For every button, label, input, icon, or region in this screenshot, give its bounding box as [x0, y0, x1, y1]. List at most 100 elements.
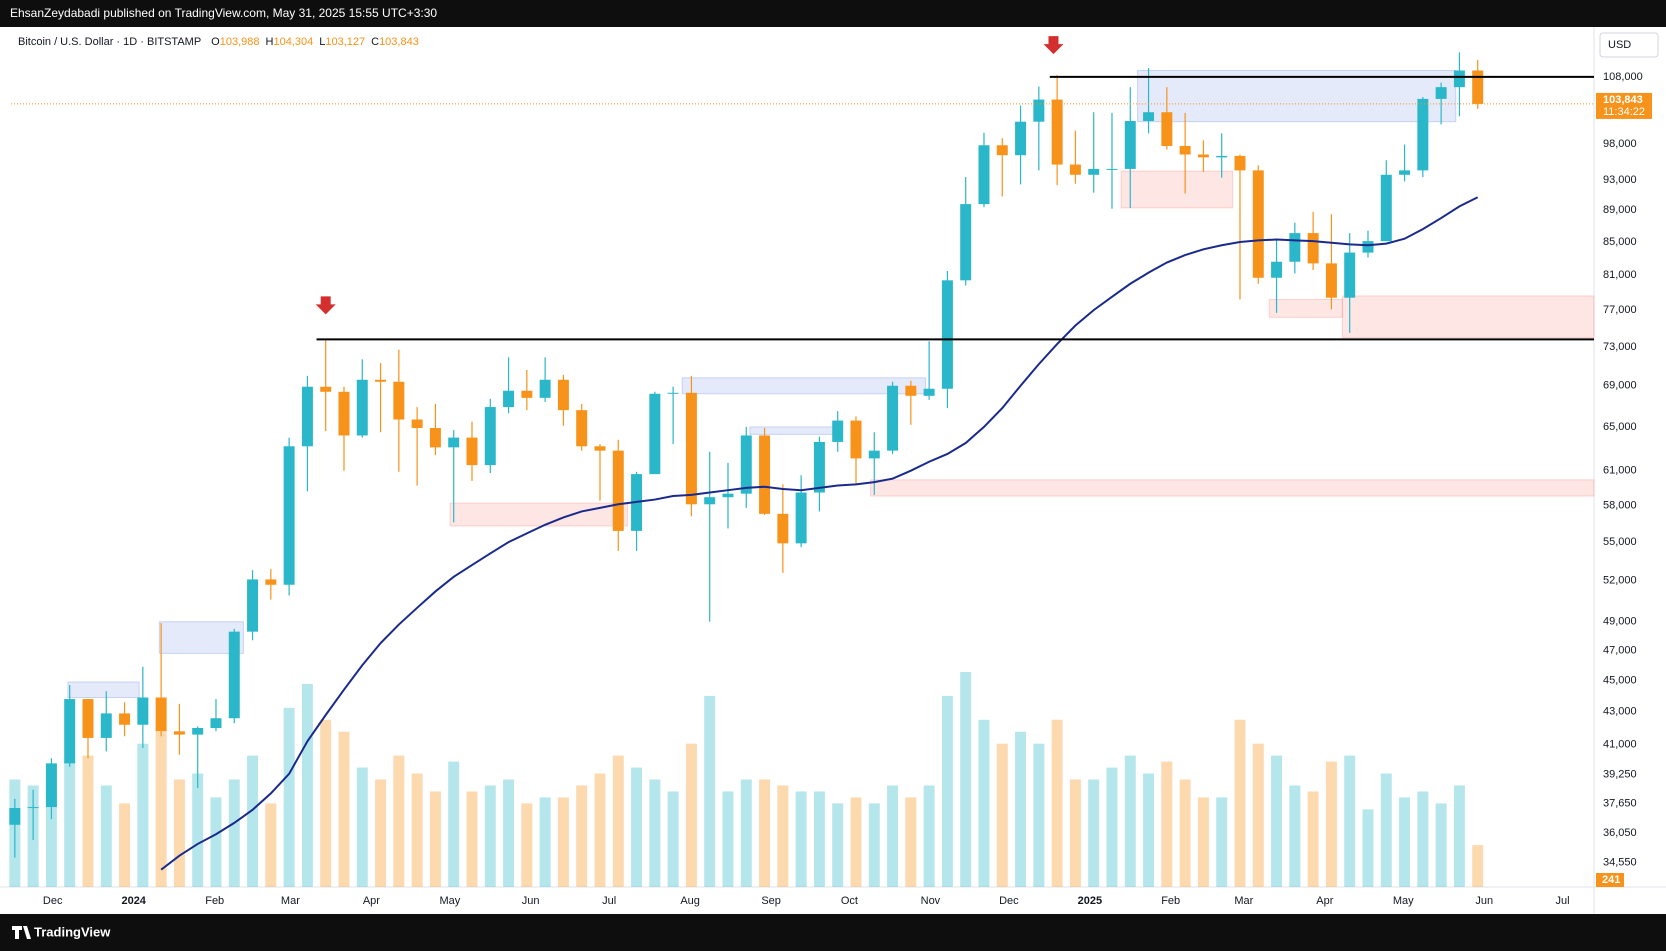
volume-bar [1197, 797, 1209, 887]
candle-body [283, 446, 295, 585]
x-tick-label: Jul [602, 895, 616, 907]
candle-body [832, 420, 844, 442]
ohlc-value: 103,843 [379, 36, 419, 48]
volume-bar [1472, 845, 1484, 887]
candle-body [649, 393, 661, 475]
y-tick-label: 61,000 [1603, 465, 1637, 477]
candle-body [576, 410, 588, 447]
publisher-line: EhsanZeydabadi published on TradingView.… [10, 6, 437, 20]
candle-body [320, 386, 332, 392]
volume-bar [173, 779, 185, 887]
volume-bar [301, 683, 313, 887]
symbol-header: Bitcoin / U.S. Dollar · 1D · BITSTAMP O 10… [18, 36, 419, 48]
x-tick-label: Mar [1234, 895, 1253, 907]
candle-body [887, 385, 899, 451]
candle-body [375, 379, 387, 382]
zone-supply [67, 681, 140, 699]
volume-bar [1143, 773, 1155, 887]
volume-bar [429, 791, 441, 887]
volume-bar [100, 785, 112, 887]
x-tick-label: Mar [281, 895, 300, 907]
candle-body [64, 699, 76, 764]
volume-bar [521, 803, 533, 887]
candle-body [192, 728, 204, 735]
last-price-box [1596, 92, 1652, 119]
y-tick-label: 37,650 [1603, 797, 1637, 809]
y-tick-label: 81,000 [1603, 269, 1637, 281]
moving-average [160, 196, 1479, 871]
volume-bar [119, 803, 131, 887]
volume-bar [612, 755, 624, 887]
volume-bar [1399, 797, 1411, 887]
volume-bar [978, 719, 990, 887]
volume-bar [247, 755, 259, 887]
bottom-bar [0, 914, 1666, 951]
candle-body [119, 713, 131, 725]
volume-bar [868, 803, 880, 887]
candle-body [850, 420, 862, 459]
x-tick-label: Oct [841, 895, 858, 907]
candle-body [1234, 155, 1246, 171]
volume-bar [667, 791, 679, 887]
candle-body [960, 204, 972, 281]
candle-body [1088, 168, 1100, 175]
volume-bar [375, 779, 387, 887]
volume-bar [503, 779, 515, 887]
candle-body [795, 492, 807, 544]
candle-body [1051, 99, 1063, 165]
volume-bar [1362, 809, 1374, 887]
candle-body [45, 763, 57, 808]
volume-bar [411, 773, 423, 887]
volume-bar [1307, 791, 1319, 887]
candle-body [173, 731, 185, 735]
currency: USD [1608, 39, 1631, 51]
x-tick-label: 2025 [1078, 895, 1102, 907]
candle-body [777, 513, 789, 544]
volume-bar [759, 779, 771, 887]
currency-box[interactable] [1599, 32, 1659, 58]
volume-bar [777, 785, 789, 887]
volume-bar [795, 791, 807, 887]
volume-bar [1088, 779, 1100, 887]
candle-body [1143, 112, 1155, 122]
x-tick-label: Feb [205, 895, 224, 907]
volume-bar [1453, 785, 1465, 887]
candle-body [594, 446, 606, 451]
x-tick-label: Apr [1316, 895, 1333, 907]
candle-body [1271, 261, 1283, 278]
volume-bar [210, 797, 222, 887]
volume-bar [832, 803, 844, 887]
volume-bar [82, 755, 94, 887]
candle-body [1289, 233, 1301, 262]
volume-bar [356, 767, 368, 887]
candle-body [1179, 145, 1191, 155]
volume-bar [1124, 755, 1136, 887]
volume-bar [192, 773, 204, 887]
candle-body [1015, 121, 1027, 156]
ohlc-value: 103,127 [325, 36, 365, 48]
symbol: Bitcoin / U.S. Dollar · 1D · BITSTAMP [18, 36, 201, 48]
volume-bar [631, 767, 643, 887]
x-tick-label: Feb [1161, 895, 1180, 907]
candle-body [667, 392, 679, 394]
candle-body [1472, 70, 1484, 104]
volume-bar [1216, 797, 1228, 887]
zone-demand [449, 502, 628, 527]
candle-body [996, 145, 1008, 156]
ohlc-key: O [211, 36, 220, 48]
y-tick-label: 45,000 [1603, 674, 1637, 686]
volume-bar [137, 743, 149, 887]
x-tick-label: Dec [43, 895, 63, 907]
candle-body [448, 437, 460, 448]
volume-bar [813, 791, 825, 887]
candle-body [9, 807, 21, 825]
volume-bar [448, 761, 460, 887]
y-tick-label: 41,000 [1603, 739, 1637, 751]
volume-bar [64, 761, 76, 887]
volume-bar [1161, 761, 1173, 887]
candle-body [484, 407, 496, 466]
zone-supply [749, 426, 841, 435]
volume-bar [1106, 767, 1118, 887]
candle-body [1344, 252, 1356, 298]
